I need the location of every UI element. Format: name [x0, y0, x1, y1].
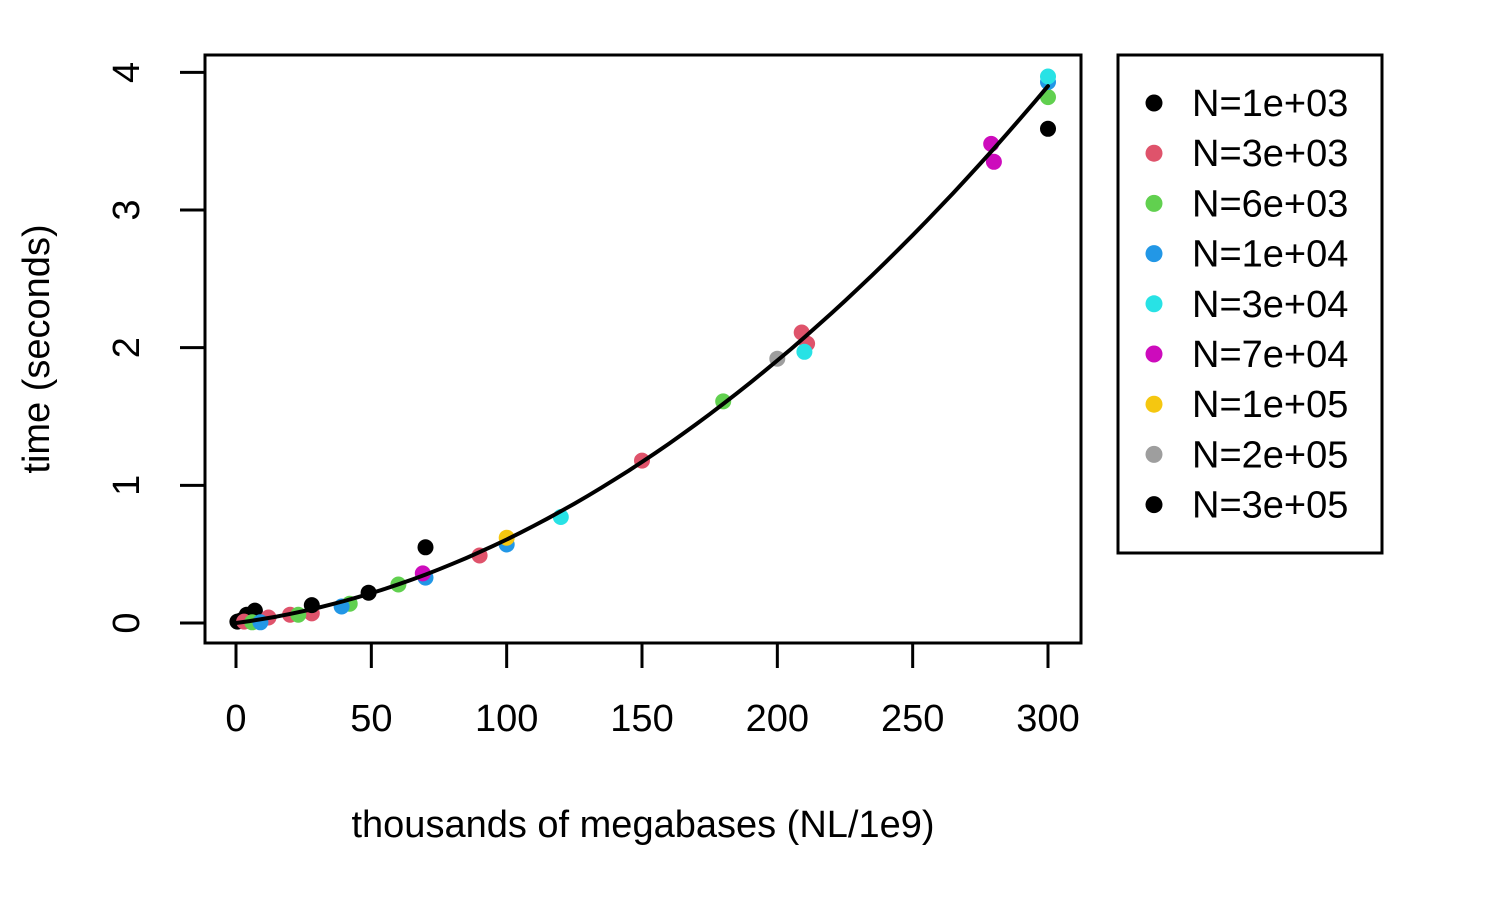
legend-label: N=2e+05 [1192, 434, 1348, 476]
legend-label: N=1e+04 [1192, 234, 1348, 276]
legend-label: N=6e+03 [1192, 183, 1348, 225]
y-tick-label: 4 [106, 62, 148, 83]
y-axis-title: time (seconds) [16, 224, 58, 473]
legend-marker-n-7e-04 [1145, 345, 1163, 363]
x-tick-label: 150 [610, 698, 673, 740]
legend-label: N=7e+04 [1192, 334, 1348, 376]
legend-label: N=3e+04 [1192, 284, 1348, 326]
legend-marker-n-6e-03 [1145, 194, 1163, 212]
data-point-n-3e-04 [1040, 68, 1056, 85]
legend-label: N=1e+05 [1192, 384, 1348, 426]
legend-marker-n-3e-03 [1145, 144, 1163, 162]
legend: N=1e+03 N=3e+03 N=6e+03 N=1e+04 N=3e+04 N=7e+… [1116, 53, 1384, 555]
legend-marker-n-1e-03 [1145, 94, 1163, 112]
legend-label: N=3e+05 [1192, 485, 1348, 527]
x-tick-label: 250 [881, 698, 944, 740]
data-points-layer [229, 68, 1056, 631]
legend-marker-n-1e-04 [1145, 245, 1163, 263]
legend-marker-n-2e-05 [1145, 445, 1163, 463]
fit-curve [234, 84, 1050, 625]
x-tick-label: 200 [746, 698, 809, 740]
data-point-n-3e-05 [417, 539, 434, 556]
data-point-n-7e-04 [985, 153, 1002, 170]
legend-marker-n-3e-05 [1145, 496, 1163, 514]
data-point-n-3e-05 [1040, 120, 1056, 137]
legend-label: N=3e+03 [1192, 133, 1348, 175]
legend-marker-n-1e-05 [1145, 395, 1163, 413]
y-tick-label: 3 [106, 199, 148, 220]
x-axis-title: thousands of megabases (NL/1e9) [351, 804, 934, 846]
y-tick-label: 0 [106, 612, 148, 633]
x-tick-label: 300 [1016, 698, 1079, 740]
legend-marker-n-3e-04 [1145, 295, 1163, 313]
x-tick-label: 100 [475, 698, 538, 740]
legend-label: N=1e+03 [1192, 83, 1348, 125]
x-tick-label: 50 [350, 698, 392, 740]
y-tick-label: 1 [106, 475, 148, 496]
data-point-n-3e-04 [796, 343, 813, 360]
x-tick-label: 0 [225, 698, 246, 740]
y-tick-label: 2 [106, 337, 148, 358]
